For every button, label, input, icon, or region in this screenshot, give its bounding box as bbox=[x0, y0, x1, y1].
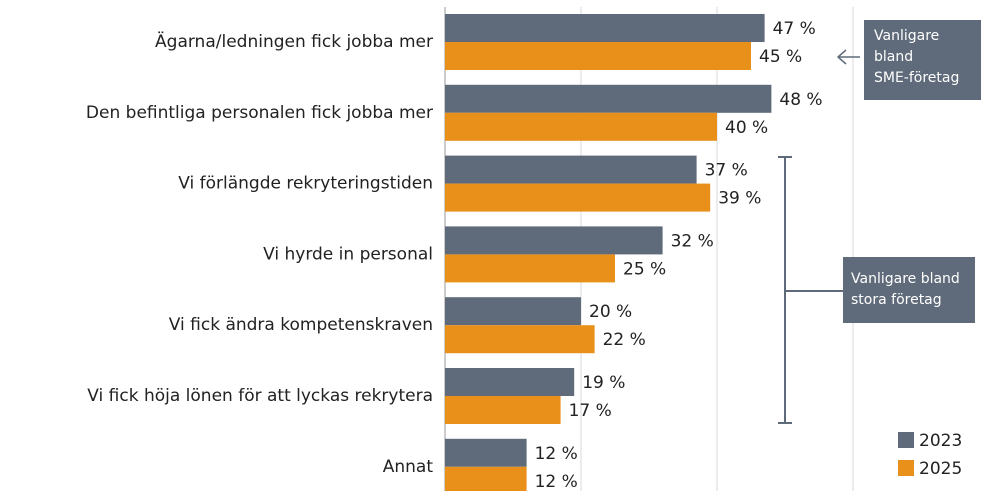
bar bbox=[445, 254, 615, 283]
bar bbox=[445, 297, 581, 326]
legend-label: 2025 bbox=[919, 459, 962, 479]
annotation-text: Vanligare bbox=[874, 28, 939, 44]
bar bbox=[445, 325, 595, 354]
value-label: 17 % bbox=[569, 401, 612, 421]
bracket bbox=[778, 156, 843, 424]
value-label: 48 % bbox=[779, 90, 822, 110]
category-label: Ägarna/ledningen fick jobba mer bbox=[155, 31, 433, 52]
annotation-box bbox=[864, 20, 981, 100]
legend-swatch bbox=[898, 432, 914, 448]
value-label: 20 % bbox=[589, 302, 632, 322]
bar bbox=[445, 112, 717, 141]
bar bbox=[445, 155, 697, 184]
category-label: Den befintliga personalen fick jobba mer bbox=[86, 103, 433, 123]
value-label: 32 % bbox=[671, 231, 714, 251]
annotation-text: stora företag bbox=[851, 292, 942, 308]
bar bbox=[445, 368, 575, 396]
annotation-box bbox=[843, 257, 975, 323]
bar bbox=[445, 226, 663, 255]
annotation-text: Vanligare bland bbox=[851, 271, 960, 287]
bar bbox=[445, 14, 765, 42]
category-label: Vi förlängde rekryteringstiden bbox=[178, 174, 433, 194]
value-label: 12 % bbox=[535, 472, 578, 491]
value-label: 22 % bbox=[603, 330, 646, 350]
value-label: 37 % bbox=[705, 161, 748, 181]
bar bbox=[445, 84, 772, 113]
value-label: 40 % bbox=[725, 118, 768, 138]
value-label: 25 % bbox=[623, 259, 666, 279]
legend-label: 2023 bbox=[919, 431, 962, 451]
bar bbox=[445, 183, 711, 212]
value-label: 12 % bbox=[535, 444, 578, 464]
bar bbox=[445, 466, 527, 491]
category-label: Annat bbox=[383, 457, 434, 477]
category-label: Vi fick höja lönen för att lyckas rekryt… bbox=[87, 386, 433, 406]
bar bbox=[445, 396, 561, 424]
annotation: Vanligare bland SME-företag bbox=[864, 20, 981, 100]
value-label: 45 % bbox=[759, 47, 802, 67]
annotation-text: SME-företag bbox=[874, 70, 959, 86]
annotation-text: bland bbox=[874, 49, 913, 65]
value-label: 47 % bbox=[773, 19, 816, 39]
bar bbox=[445, 42, 751, 70]
legend-swatch bbox=[898, 460, 914, 476]
bar bbox=[445, 438, 527, 467]
value-label: 19 % bbox=[582, 373, 625, 393]
category-label: Vi hyrde in personal bbox=[263, 244, 433, 264]
arrow bbox=[836, 49, 860, 65]
category-label: Vi fick ändra kompetenskraven bbox=[169, 315, 433, 335]
value-label: 39 % bbox=[718, 189, 761, 209]
